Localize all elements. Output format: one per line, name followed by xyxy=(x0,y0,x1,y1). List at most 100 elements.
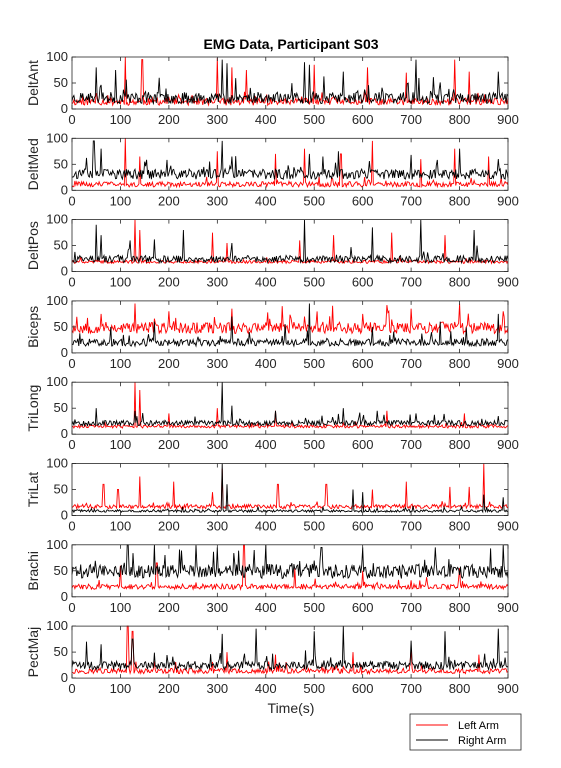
x-tick-label: 700 xyxy=(400,519,422,534)
x-tick-label: 200 xyxy=(158,275,180,290)
x-tick-label: 200 xyxy=(158,600,180,615)
x-tick-label: 0 xyxy=(68,275,75,290)
x-tick-label: 600 xyxy=(352,437,374,452)
series-left-arm-deltpos xyxy=(71,219,509,265)
x-tick-label: 0 xyxy=(68,437,75,452)
x-tick-label: 400 xyxy=(255,275,277,290)
x-tick-label: 200 xyxy=(158,356,180,371)
y-tick-label: 100 xyxy=(46,618,68,633)
x-tick-label: 500 xyxy=(303,275,325,290)
y-tick-label: 50 xyxy=(54,563,68,578)
legend-label-right-arm: Right Arm xyxy=(458,735,506,747)
y-axis-label: TriLong xyxy=(25,385,41,432)
x-tick-label: 0 xyxy=(68,356,75,371)
series-right-arm-biceps xyxy=(71,303,509,348)
x-tick-label: 600 xyxy=(352,681,374,696)
y-tick-label: 100 xyxy=(46,49,68,64)
y-tick-label: 100 xyxy=(46,293,68,308)
panel-brachi: 0 100 200 300 400 500 600 700 800 900 0 50 100 Brachi xyxy=(25,537,519,615)
series-left-arm-pectmaj xyxy=(71,625,509,676)
x-tick-label: 800 xyxy=(449,112,471,127)
x-tick-label: 900 xyxy=(497,600,519,615)
series-left-arm-deltant xyxy=(71,56,509,107)
x-tick-label: 300 xyxy=(206,519,228,534)
x-tick-label: 600 xyxy=(352,356,374,371)
x-tick-label: 0 xyxy=(68,600,75,615)
x-axis-label: Time(s) xyxy=(268,700,315,716)
y-tick-label: 50 xyxy=(54,319,68,334)
y-axis-label: Brachi xyxy=(25,551,41,591)
y-tick-label: 0 xyxy=(61,345,68,360)
x-tick-label: 400 xyxy=(255,681,277,696)
x-tick-label: 500 xyxy=(303,193,325,208)
x-tick-label: 300 xyxy=(206,275,228,290)
x-tick-label: 400 xyxy=(255,437,277,452)
x-tick-label: 300 xyxy=(206,437,228,452)
chart-title: EMG Data, Participant S03 xyxy=(203,36,378,52)
x-tick-label: 600 xyxy=(352,275,374,290)
y-tick-label: 0 xyxy=(61,264,68,279)
x-tick-label: 700 xyxy=(400,193,422,208)
y-axis-label: PectMaj xyxy=(25,627,41,678)
y-axis-label: Biceps xyxy=(25,306,41,348)
x-tick-label: 600 xyxy=(352,600,374,615)
x-tick-label: 700 xyxy=(400,112,422,127)
axes-box xyxy=(71,219,509,273)
y-tick-label: 100 xyxy=(46,537,68,552)
panel-biceps: 0 100 200 300 400 500 600 700 800 900 0 50 100 Biceps xyxy=(25,293,519,371)
panels: 0 100 200 300 400 500 600 700 800 900050100DeltAn… xyxy=(25,49,519,696)
x-tick-label: 700 xyxy=(400,437,422,452)
y-tick-label: 0 xyxy=(61,589,68,604)
x-tick-label: 200 xyxy=(158,437,180,452)
series-right-arm-deltmed xyxy=(71,140,509,181)
y-tick-label: 50 xyxy=(54,156,68,171)
axes-box xyxy=(71,137,509,191)
x-tick-label: 100 xyxy=(110,193,132,208)
x-tick-label: 700 xyxy=(400,600,422,615)
x-tick-label: 800 xyxy=(449,681,471,696)
x-tick-label: 500 xyxy=(303,681,325,696)
y-axis-label: DeltMed xyxy=(25,138,41,190)
y-axis-label: DeltAnt xyxy=(25,60,41,106)
x-tick-label: 100 xyxy=(110,437,132,452)
x-tick-label: 600 xyxy=(352,519,374,534)
x-tick-label: 900 xyxy=(497,356,519,371)
x-tick-label: 400 xyxy=(255,600,277,615)
panel-deltant: 0 100 200 300 400 500 600 700 800 900 0 50 100 DeltAn… xyxy=(25,49,519,127)
panel-trilat: 0 100 200 300 400 500 600 700 800 900 0 50 100 TriLat xyxy=(25,456,519,534)
panel-trilong: 0 100 200 300 400 500 600 700 800 900 0 50 100 TriLon… xyxy=(25,374,519,452)
x-tick-label: 400 xyxy=(255,112,277,127)
y-tick-label: 50 xyxy=(54,644,68,659)
y-tick-label: 0 xyxy=(61,101,68,116)
x-tick-label: 500 xyxy=(303,600,325,615)
y-tick-label: 0 xyxy=(61,182,68,197)
x-tick-label: 100 xyxy=(110,600,132,615)
series-right-arm-brachi xyxy=(71,544,509,580)
x-tick-label: 400 xyxy=(255,193,277,208)
x-tick-label: 800 xyxy=(449,275,471,290)
x-tick-label: 200 xyxy=(158,519,180,534)
panel-pectmaj: 0 100 200 300 400 500 600 700 800 900 0 50 100 PectMa… xyxy=(25,618,519,696)
x-tick-label: 0 xyxy=(68,193,75,208)
x-tick-label: 400 xyxy=(255,519,277,534)
x-tick-label: 800 xyxy=(449,437,471,452)
y-tick-label: 50 xyxy=(54,75,68,90)
x-tick-label: 300 xyxy=(206,112,228,127)
x-tick-label: 600 xyxy=(352,112,374,127)
x-tick-label: 500 xyxy=(303,437,325,452)
y-axis-label: DeltPos xyxy=(25,221,41,270)
y-tick-label: 50 xyxy=(54,400,68,415)
y-tick-label: 100 xyxy=(46,130,68,145)
x-tick-label: 800 xyxy=(449,193,471,208)
x-tick-label: 100 xyxy=(110,275,132,290)
y-tick-label: 50 xyxy=(54,482,68,497)
series-left-arm-trilong xyxy=(71,382,509,430)
x-tick-label: 0 xyxy=(68,519,75,534)
x-tick-label: 900 xyxy=(497,193,519,208)
panel-deltmed: 0 100 200 300 400 500 600 700 800 900 0 50 100 DeltMe… xyxy=(25,130,519,208)
series-right-arm-deltant xyxy=(71,59,509,106)
x-tick-label: 200 xyxy=(158,193,180,208)
y-axis-label: TriLat xyxy=(25,472,41,507)
x-tick-label: 200 xyxy=(158,681,180,696)
